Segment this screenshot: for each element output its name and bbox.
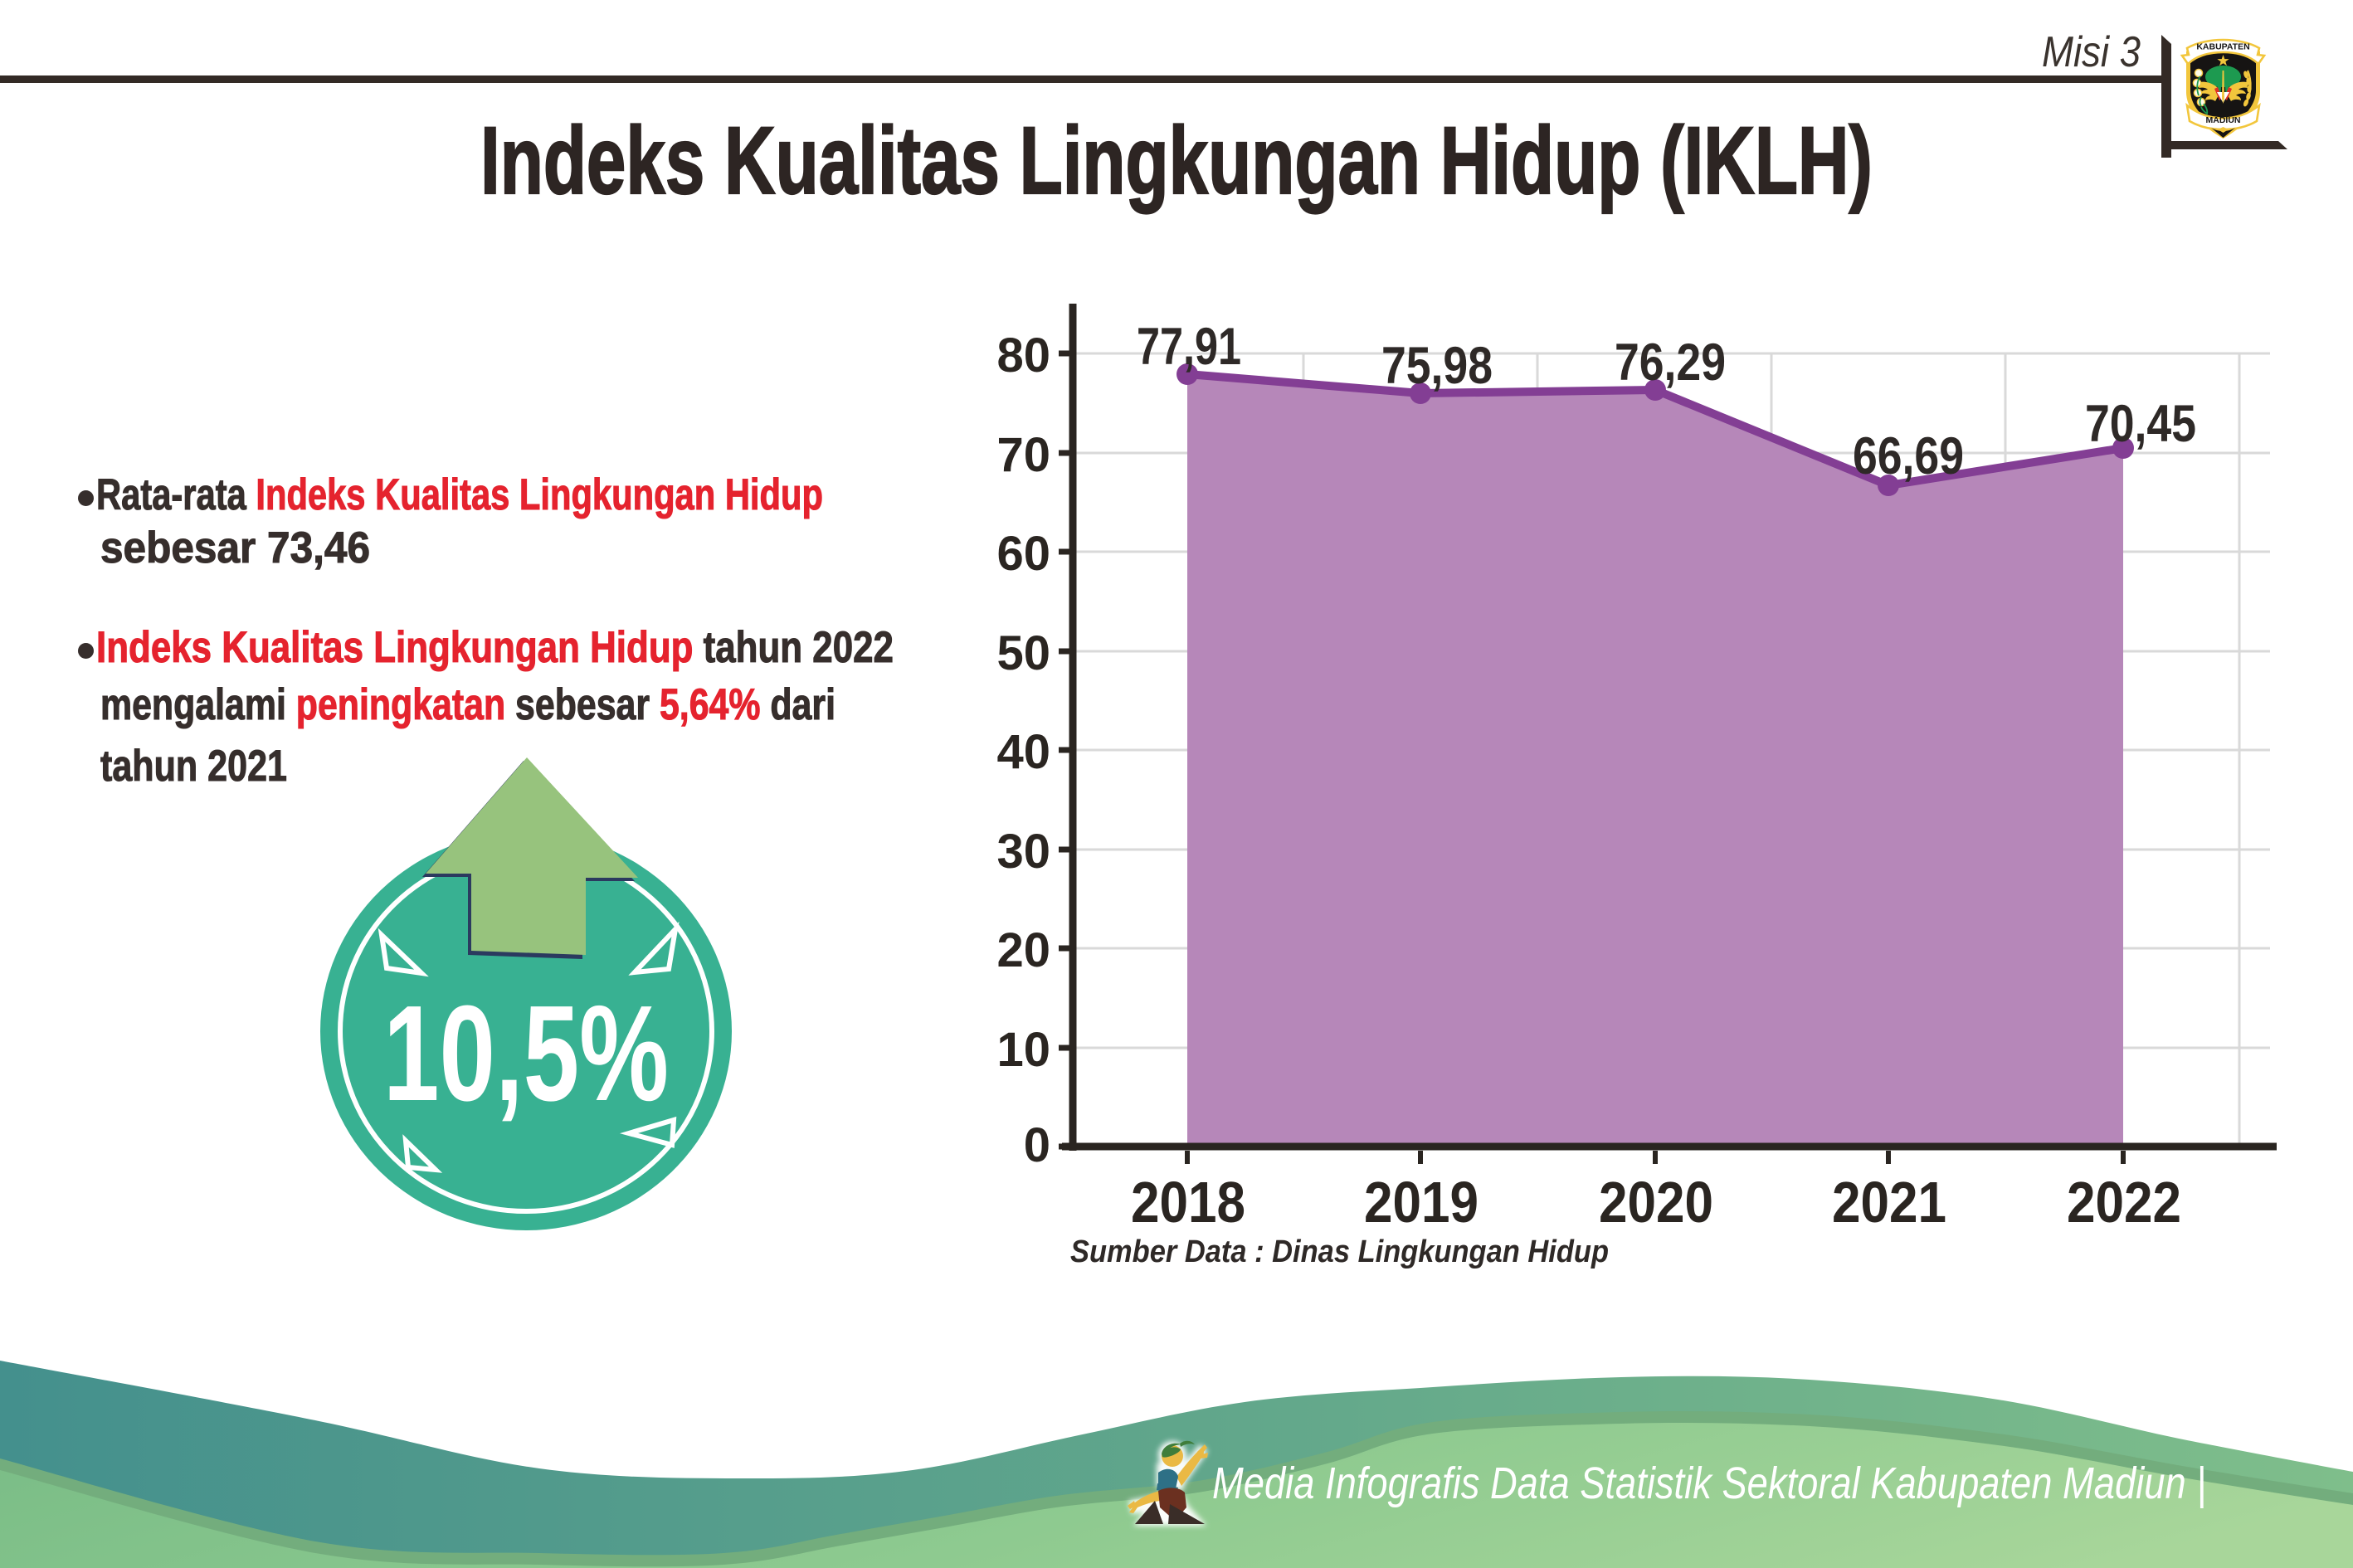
- svg-text:76,29: 76,29: [1615, 334, 1726, 392]
- svg-text:10,5%: 10,5%: [383, 977, 669, 1129]
- svg-text:MADIUN: MADIUN: [2206, 115, 2241, 125]
- svg-text:2021: 2021: [1832, 1170, 1946, 1234]
- svg-text:70: 70: [996, 428, 1050, 482]
- svg-text:0: 0: [1024, 1118, 1050, 1172]
- svg-text:40: 40: [996, 725, 1050, 779]
- svg-text:60: 60: [996, 527, 1050, 581]
- svg-text:2019: 2019: [1364, 1170, 1479, 1234]
- svg-text:70,45: 70,45: [2085, 395, 2196, 453]
- svg-text:66,69: 66,69: [1853, 427, 1964, 485]
- svg-text:75,98: 75,98: [1381, 337, 1493, 395]
- svg-text:10: 10: [996, 1023, 1050, 1077]
- svg-text:30: 30: [996, 825, 1050, 879]
- svg-text:2022: 2022: [2067, 1170, 2181, 1234]
- svg-text:20: 20: [996, 923, 1050, 977]
- svg-text:KABUPATEN: KABUPATEN: [2196, 42, 2249, 52]
- svg-text:77,91: 77,91: [1137, 318, 1241, 376]
- svg-text:2020: 2020: [1599, 1170, 1713, 1234]
- svg-text:80: 80: [996, 329, 1050, 382]
- svg-text:Media Infografis Data Statisti: Media Infografis Data Statistik Sektoral…: [1212, 1458, 2206, 1508]
- svg-text:Sumber Data : Dinas Lingkungan: Sumber Data : Dinas Lingkungan Hidup: [1070, 1234, 1609, 1269]
- svg-text:50: 50: [996, 626, 1050, 680]
- svg-text:2018: 2018: [1131, 1170, 1245, 1234]
